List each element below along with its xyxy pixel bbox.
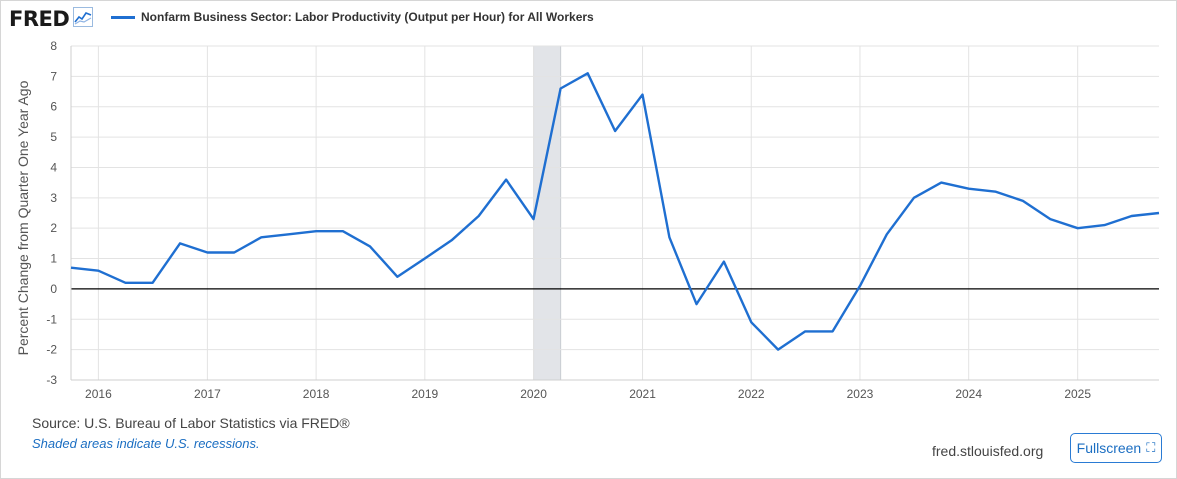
y-tick-label: 1	[50, 252, 57, 266]
y-tick-label: 3	[50, 191, 57, 205]
x-tick-label: 2023	[847, 387, 874, 401]
series-line	[70, 72, 1160, 351]
logo-text: FRED	[9, 7, 70, 31]
y-tick-label: 8	[50, 39, 57, 53]
y-tick-label: 2	[50, 221, 57, 235]
chart-legend: Nonfarm Business Sector: Labor Productiv…	[111, 10, 594, 24]
y-tick-label: 0	[50, 282, 57, 296]
x-tick-label: 2019	[411, 387, 438, 401]
y-tick-label: 7	[50, 69, 57, 83]
line-graph-icon	[73, 6, 94, 32]
y-tick-label: -1	[46, 312, 57, 326]
expand-icon: ⛶	[1146, 440, 1156, 455]
fullscreen-label: Fullscreen	[1076, 440, 1142, 456]
x-tick-label: 2022	[738, 387, 765, 401]
y-tick-label: 4	[50, 160, 57, 174]
legend-label: Nonfarm Business Sector: Labor Productiv…	[141, 10, 594, 24]
x-tick-label: 2025	[1064, 387, 1091, 401]
fred-logo[interactable]: FRED	[9, 6, 94, 32]
y-tick-label: -3	[46, 373, 57, 387]
x-tick-label: 2020	[520, 387, 547, 401]
x-tick-label: 2018	[303, 387, 330, 401]
y-tick-label: -2	[46, 343, 57, 357]
fullscreen-button[interactable]: Fullscreen ⛶	[1070, 433, 1162, 463]
y-axis-label: Percent Change from Quarter One Year Ago	[15, 80, 31, 355]
x-tick-label: 2024	[955, 387, 982, 401]
site-url: fred.stlouisfed.org	[932, 443, 1044, 459]
y-tick-label: 5	[50, 130, 57, 144]
recession-shade	[533, 45, 562, 381]
x-tick-label: 2021	[629, 387, 656, 401]
source-note: Source: U.S. Bureau of Labor Statistics …	[32, 415, 350, 431]
x-tick-label: 2017	[194, 387, 221, 401]
y-tick-label: 6	[50, 100, 57, 114]
x-tick-label: 2016	[85, 387, 112, 401]
recession-note: Shaded areas indicate U.S. recessions.	[32, 436, 260, 451]
legend-swatch	[111, 15, 135, 19]
